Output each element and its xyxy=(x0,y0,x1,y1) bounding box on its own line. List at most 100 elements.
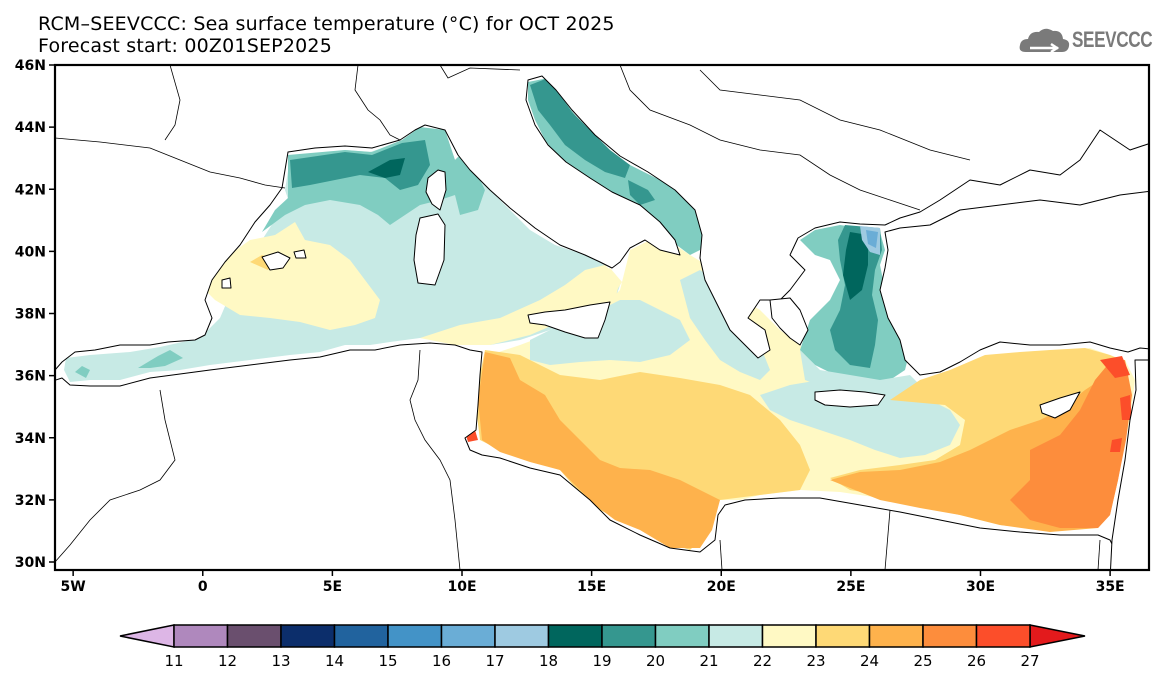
lat-tick-label: 36N xyxy=(15,369,46,385)
sst-region-ionian-21b xyxy=(680,270,770,380)
colorbar-label: 16 xyxy=(432,652,451,670)
colorbar-swatch xyxy=(654,624,710,648)
land-peloponnese xyxy=(769,297,809,346)
sst-region-ionian-21a xyxy=(530,300,690,365)
sst-region-adriatic-19b xyxy=(628,180,655,205)
colorbar-swatch xyxy=(173,624,229,648)
colorbar-label: 26 xyxy=(967,652,986,670)
colorbar-label: 27 xyxy=(1020,652,1039,670)
lat-tick-label: 40N xyxy=(15,244,46,260)
sst-region-alboran-20a xyxy=(75,366,90,378)
lat-tick-label: 44N xyxy=(15,120,46,136)
land-north-africa xyxy=(55,342,1126,570)
sst-region-aegean-south-21 xyxy=(800,350,920,405)
lon-tick-label: 0 xyxy=(198,579,208,595)
land-mallorca xyxy=(261,251,291,271)
colorbar-label: 12 xyxy=(218,652,237,670)
sst-field xyxy=(64,78,1135,550)
colorbar-swatch xyxy=(815,624,871,648)
colorbar-label: 14 xyxy=(325,652,344,670)
land-menorca xyxy=(293,249,307,259)
colorbar-label: 15 xyxy=(378,652,397,670)
sst-region-levant-26 xyxy=(1100,356,1130,378)
colorbar-swatch xyxy=(226,624,282,648)
colorbar-label: 18 xyxy=(539,652,558,670)
forecast-start-subtitle: Forecast start: 00Z01SEP2025 xyxy=(38,35,332,57)
lon-tick-label: 5E xyxy=(323,579,342,595)
land-europe xyxy=(55,65,1149,371)
lat-tick-label: 46N xyxy=(15,58,46,74)
colorbar-swatch xyxy=(280,624,336,648)
sst-region-aegean-16 xyxy=(866,230,878,248)
sst-region-adriatic-19 xyxy=(530,78,630,178)
sst-region-levant-26c xyxy=(1110,438,1122,452)
colorbar-swatch xyxy=(440,624,496,648)
colorbar-swatch xyxy=(547,624,603,648)
map-frame xyxy=(53,63,1151,572)
lon-tick-label: 15E xyxy=(577,579,606,595)
colorbar-under-triangle xyxy=(119,624,175,648)
sst-region-alboran-20b xyxy=(138,350,183,368)
lat-tick-label: 42N xyxy=(15,182,46,198)
colorbar-swatch xyxy=(761,624,817,648)
map-area xyxy=(55,65,1149,570)
colorbar-swatch xyxy=(975,624,1031,648)
colorbar-label: 22 xyxy=(753,652,772,670)
sst-region-libya-23 xyxy=(475,350,810,550)
colorbar-legend: 11 12 13 14 15 16 17 18 19 20 21 22 23 24 25 26 27 xyxy=(119,624,1086,670)
land-coastlines xyxy=(55,65,1149,570)
land-sicily xyxy=(527,301,611,339)
colorbar-label: 25 xyxy=(913,652,932,670)
lon-tick-label: 20E xyxy=(707,579,736,595)
sst-region-balearic-22 xyxy=(205,222,380,330)
sst-region-south-tyrrhenian-22 xyxy=(420,265,620,345)
cloud-arrow-icon xyxy=(1019,28,1070,54)
sst-region-levant-25 xyxy=(1010,360,1132,528)
lat-tick-label: 38N xyxy=(15,307,46,323)
lon-tick-label: 30E xyxy=(966,579,995,595)
land-corsica xyxy=(425,169,447,211)
longitude-axis: 5W 0 5E 10E 15E 20E 25E 30E 35E xyxy=(61,570,1125,595)
country-borders xyxy=(55,65,1101,570)
colorbar-label: 21 xyxy=(699,652,718,670)
colorbar-swatch xyxy=(494,624,550,648)
colorbar-label: 19 xyxy=(592,652,611,670)
colorbar-swatch xyxy=(708,624,764,648)
land-anatolia xyxy=(879,190,1149,376)
colorbar-label: 11 xyxy=(164,652,183,670)
colorbar-label: 17 xyxy=(485,652,504,670)
land-ibiza xyxy=(221,277,232,289)
sst-region-levant-26b xyxy=(1120,395,1132,420)
colorbar-label: 20 xyxy=(646,652,665,670)
colorbar-swatch xyxy=(387,624,443,648)
colorbar-over-triangle xyxy=(1029,624,1086,648)
seevccc-logo-text: SEEVCCC xyxy=(1072,27,1153,52)
sst-region-gulf-of-lion-20 xyxy=(262,127,485,232)
land-levant-coast xyxy=(1109,359,1149,570)
sst-region-ligurian-19 xyxy=(290,140,430,190)
land-crete xyxy=(814,389,886,408)
lon-tick-label: 35E xyxy=(1096,579,1125,595)
colorbar-swatch xyxy=(922,624,978,648)
sst-region-ligurian-18 xyxy=(368,158,405,178)
colorbar-swatch xyxy=(601,624,657,648)
sst-region-libya-24 xyxy=(478,352,720,548)
colorbar-label: 13 xyxy=(271,652,290,670)
lon-tick-label: 25E xyxy=(836,579,865,595)
map-title: RCM–SEEVCCC: Sea surface temperature (°C… xyxy=(38,13,615,35)
colorbar-label: 24 xyxy=(860,652,879,670)
sst-region-aegean-19 xyxy=(830,225,882,368)
colorbar-swatch xyxy=(868,624,924,648)
land-cyprus xyxy=(1039,391,1081,419)
lat-tick-label: 34N xyxy=(15,431,46,447)
lat-tick-label: 32N xyxy=(15,493,46,509)
sst-region-aegean-18 xyxy=(843,232,868,300)
colorbar-label: 23 xyxy=(806,652,825,670)
land-sardinia xyxy=(413,213,446,286)
lat-tick-label: 30N xyxy=(15,555,46,571)
latitude-axis: 46N 44N 42N 40N 38N 36N 34N 32N 30N xyxy=(15,58,55,571)
lon-tick-label: 5W xyxy=(61,579,86,595)
colorbar-swatch xyxy=(333,624,389,648)
lon-tick-label: 10E xyxy=(447,579,476,595)
